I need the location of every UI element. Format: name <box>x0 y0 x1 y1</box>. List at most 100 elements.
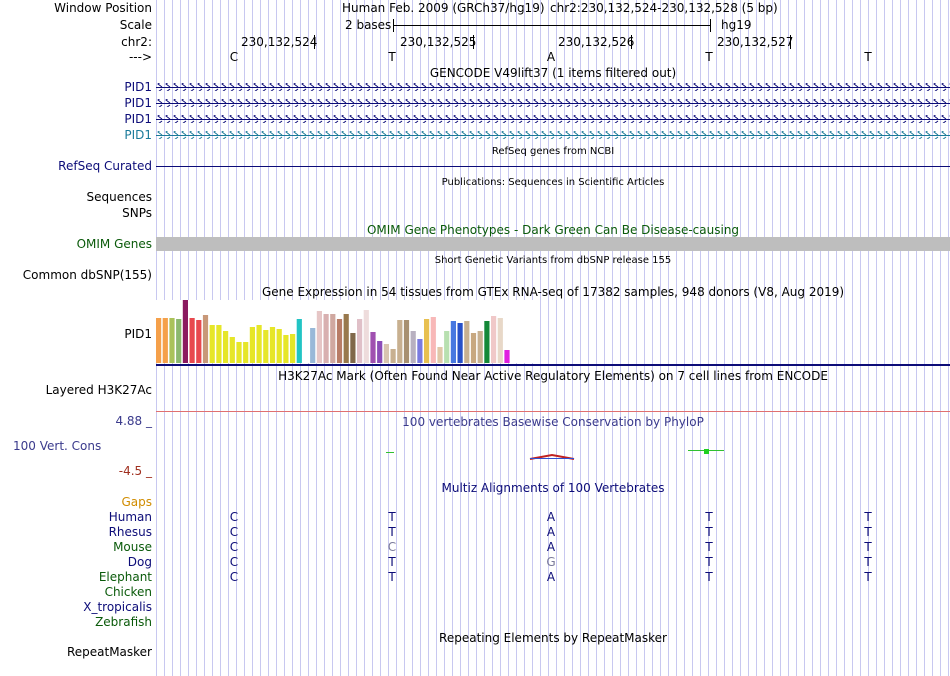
gtex-tissue-bar[interactable] <box>269 327 276 363</box>
gtex-tissue-bar[interactable] <box>424 319 430 363</box>
gtex-tissue-bar[interactable] <box>497 318 503 363</box>
gtex-tissue-bar[interactable] <box>410 331 416 363</box>
gtex-tissue-bar[interactable] <box>477 331 483 363</box>
gtex-tissue-bar[interactable] <box>336 319 343 363</box>
gtex-tissue-bar[interactable] <box>316 311 322 363</box>
grid-line <box>588 0 589 676</box>
gtex-tissue-bar[interactable] <box>202 315 209 363</box>
alignment-base: C <box>229 525 239 539</box>
gtex-tissue-bar[interactable] <box>196 320 202 363</box>
grid-line <box>548 0 549 676</box>
gtex-tissue-bar[interactable] <box>390 349 396 363</box>
gencode-item-label[interactable]: PID1 <box>124 80 152 94</box>
gtex-tissue-bar[interactable] <box>209 325 215 363</box>
gtex-tissue-bar[interactable] <box>430 317 436 363</box>
gtex-tissue-bar[interactable] <box>437 347 443 363</box>
phylop-label[interactable]: 100 Vert. Cons <box>13 439 102 453</box>
repeatmasker-track-title[interactable]: Repeating Elements by RepeatMasker <box>439 631 667 645</box>
gtex-tissue-bar[interactable] <box>363 310 369 363</box>
sequences-label[interactable]: Sequences <box>86 190 152 204</box>
gtex-tissue-bar[interactable] <box>370 332 376 363</box>
refseq-gene-line[interactable] <box>156 166 950 167</box>
alignment-base: T <box>705 510 713 524</box>
gtex-tissue-bar[interactable] <box>283 335 289 363</box>
gtex-tissue-bar[interactable] <box>156 318 162 363</box>
gtex-tissue-bar[interactable] <box>343 314 349 363</box>
h3k27ac-track-title[interactable]: H3K27Ac Mark (Often Found Near Active Re… <box>278 369 828 383</box>
gencode-item-label[interactable]: PID1 <box>124 128 152 142</box>
gtex-tissue-bar[interactable] <box>504 350 510 363</box>
gtex-gene-label[interactable]: PID1 <box>124 327 152 341</box>
gtex-tissue-bar[interactable] <box>310 328 316 363</box>
gtex-tissue-bar[interactable] <box>249 327 255 363</box>
transcript-line <box>156 99 950 107</box>
dbsnp-label[interactable]: Common dbSNP(155) <box>22 268 152 282</box>
gtex-tissue-bar[interactable] <box>169 318 175 363</box>
gtex-tissue-bar[interactable] <box>417 339 423 363</box>
multiz-track-title[interactable]: Multiz Alignments of 100 Vertebrates <box>441 481 665 495</box>
grid-line <box>620 0 621 676</box>
refseq-label[interactable]: RefSeq Curated <box>58 159 152 173</box>
gtex-tissue-bar[interactable] <box>176 319 182 363</box>
gtex-tissue-bar[interactable] <box>182 300 188 363</box>
snps-label[interactable]: SNPs <box>122 206 152 220</box>
phylop-plot[interactable] <box>156 444 950 464</box>
grid-line <box>900 0 901 676</box>
h3k27ac-label[interactable]: Layered H3K27Ac <box>45 383 152 397</box>
omim-gene-bar[interactable] <box>156 237 950 251</box>
gtex-tissue-bar[interactable] <box>189 318 195 363</box>
ruler-coord: 230,132,527 <box>717 35 794 49</box>
species-label-mouse[interactable]: Mouse <box>113 540 152 554</box>
gtex-tissue-bar[interactable] <box>229 337 235 363</box>
gtex-tissue-bar[interactable] <box>223 331 229 363</box>
gtex-tissue-bar[interactable] <box>357 319 363 363</box>
phylop-track-title[interactable]: 100 vertebrates Basewise Conservation by… <box>402 415 704 429</box>
species-label-rhesus[interactable]: Rhesus <box>108 525 152 539</box>
gtex-tissue-bar[interactable] <box>243 342 249 363</box>
gtex-tissue-bar[interactable] <box>290 334 296 363</box>
gtex-tissue-bar[interactable] <box>323 314 329 363</box>
phylop-mark <box>530 458 574 459</box>
omim-track-title[interactable]: OMIM Gene Phenotypes - Dark Green Can Be… <box>366 223 740 237</box>
gtex-tissue-bar[interactable] <box>470 333 477 363</box>
gtex-tissue-bar[interactable] <box>162 318 168 363</box>
scale-bar-right-end <box>710 19 711 32</box>
omim-label[interactable]: OMIM Genes <box>76 237 152 251</box>
gencode-item-label[interactable]: PID1 <box>124 112 152 126</box>
gencode-track-title[interactable]: GENCODE V49lift37 (1 items filtered out) <box>429 66 677 80</box>
species-label-dog[interactable]: Dog <box>127 555 152 569</box>
gtex-tissue-bar[interactable] <box>256 325 262 363</box>
gtex-tissue-bar[interactable] <box>236 342 242 363</box>
gtex-tissue-bar[interactable] <box>464 321 470 363</box>
gtex-tissue-bar[interactable] <box>444 331 450 363</box>
phylop-min-label: -4.5 _ <box>118 464 152 478</box>
gtex-track-title[interactable]: Gene Expression in 54 tissues from GTEx … <box>261 285 845 299</box>
gtex-tissue-bar[interactable] <box>350 333 356 363</box>
gtex-tissue-bar[interactable] <box>457 323 463 363</box>
transcript-line <box>156 115 950 123</box>
gencode-transcripts[interactable] <box>156 80 950 144</box>
dbsnp-track-title[interactable]: Short Genetic Variants from dbSNP releas… <box>434 255 672 266</box>
gtex-bar-chart[interactable] <box>156 300 536 363</box>
publications-track-title[interactable]: Publications: Sequences in Scientific Ar… <box>441 177 665 188</box>
gtex-tissue-bar[interactable] <box>296 319 302 363</box>
gtex-tissue-bar[interactable] <box>330 314 336 363</box>
gtex-tissue-bar[interactable] <box>403 320 410 363</box>
gtex-tissue-bar[interactable] <box>450 321 456 363</box>
gtex-tissue-bar[interactable] <box>383 344 389 363</box>
species-label-chicken[interactable]: Chicken <box>104 585 152 599</box>
gtex-tissue-bar[interactable] <box>377 341 383 363</box>
species-label-zebrafish[interactable]: Zebrafish <box>95 615 152 629</box>
gtex-tissue-bar[interactable] <box>491 316 497 363</box>
refseq-track-title[interactable]: RefSeq genes from NCBI <box>491 146 615 157</box>
species-label-human[interactable]: Human <box>108 510 152 524</box>
gtex-tissue-bar[interactable] <box>397 320 403 363</box>
repeatmasker-label[interactable]: RepeatMasker <box>66 645 152 659</box>
gencode-item-label[interactable]: PID1 <box>124 96 152 110</box>
gtex-tissue-bar[interactable] <box>484 321 490 363</box>
species-label-elephant[interactable]: Elephant <box>98 570 152 584</box>
species-label-x-tropicalis[interactable]: X_tropicalis <box>83 600 152 614</box>
gtex-tissue-bar[interactable] <box>216 325 222 363</box>
gtex-tissue-bar[interactable] <box>263 330 269 363</box>
gtex-tissue-bar[interactable] <box>276 329 282 363</box>
